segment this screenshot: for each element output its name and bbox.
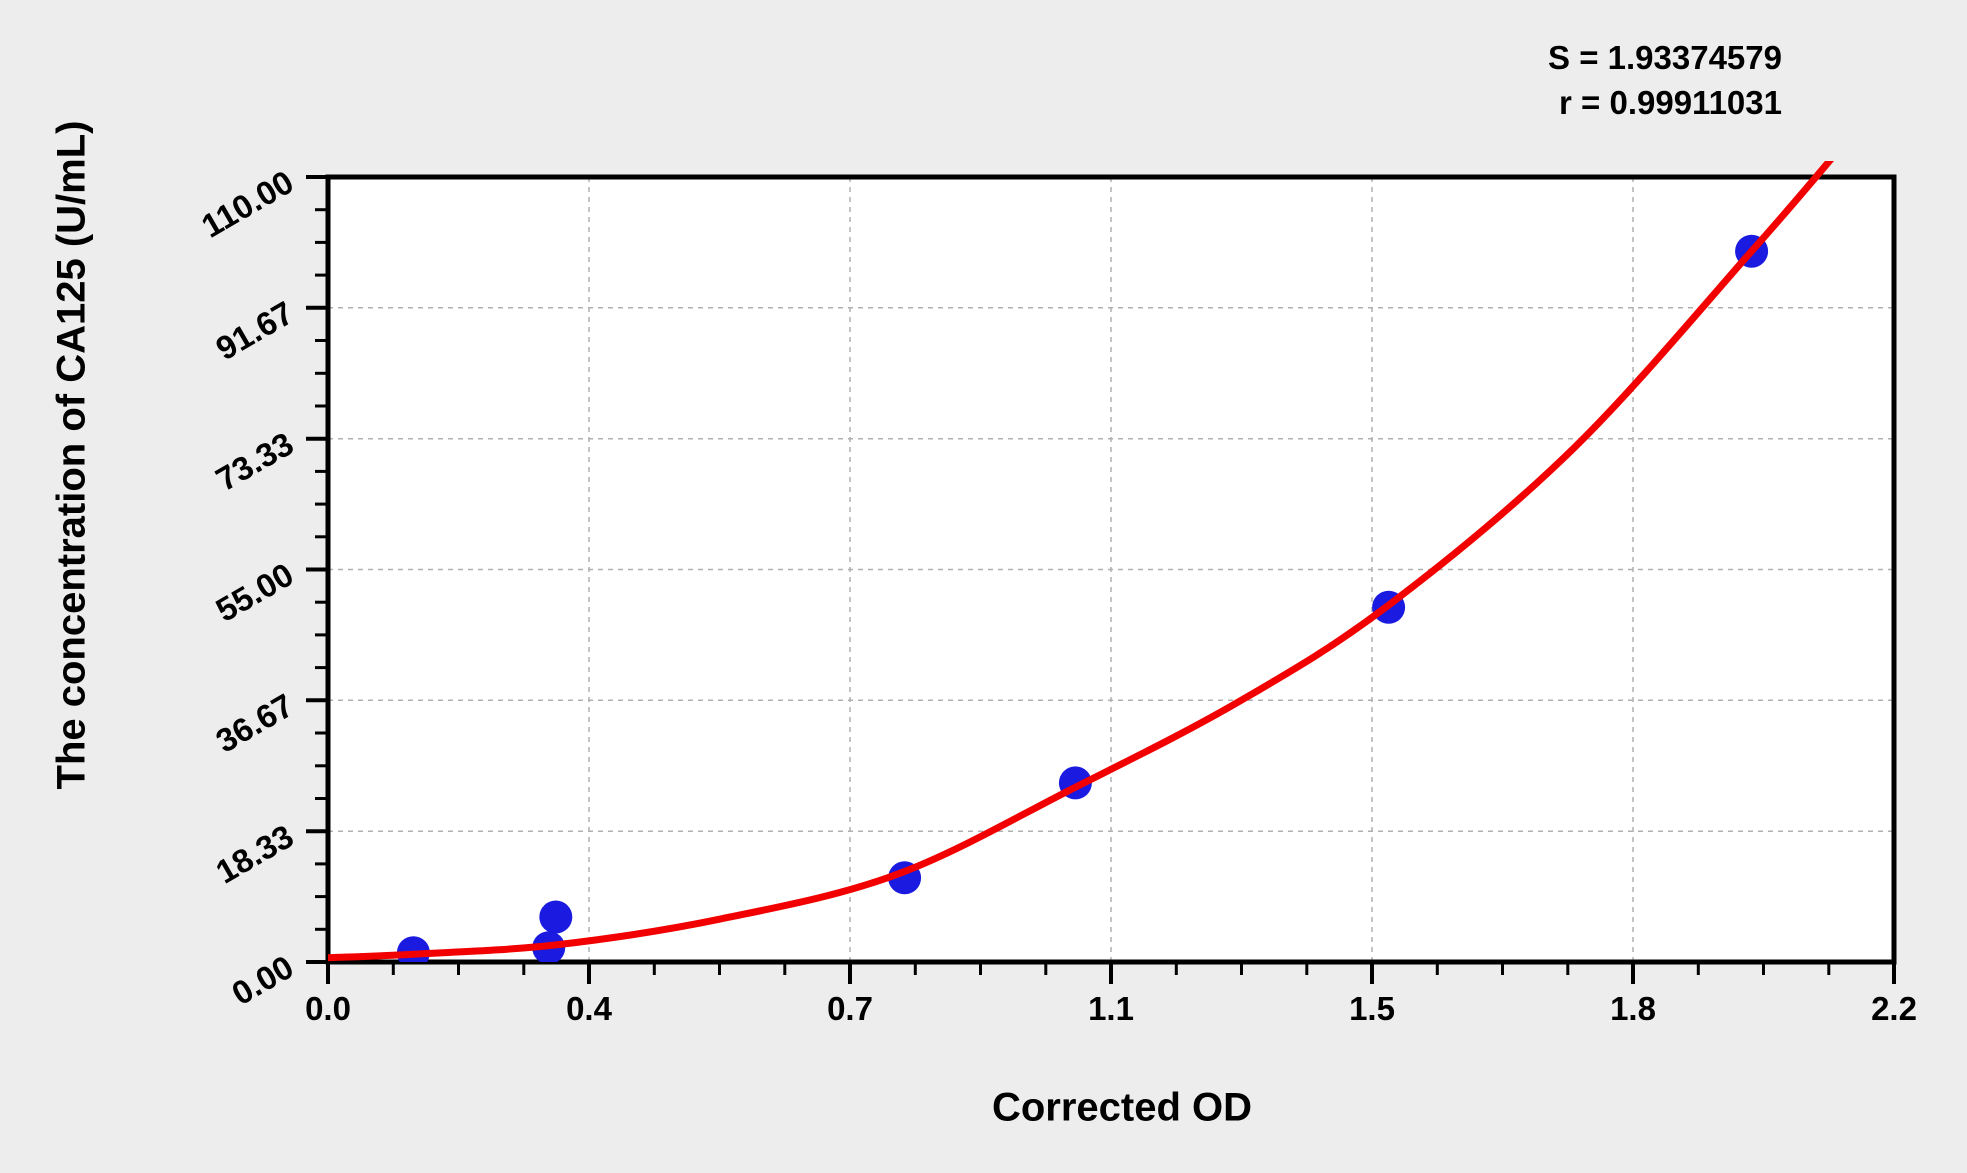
y-tick-label: 36.67 — [209, 686, 299, 759]
plot-border — [325, 174, 1897, 965]
x-tick-label: 0.0 — [305, 990, 351, 1027]
x-tick-label: 2.2 — [1871, 990, 1917, 1027]
x-tick-label: 0.7 — [827, 990, 873, 1027]
fit-curve — [328, 161, 1835, 962]
y-tick-label: 73.33 — [209, 425, 299, 498]
y-tick-label: 55.00 — [209, 556, 299, 629]
x-tick-label: 1.5 — [1349, 990, 1395, 1027]
x-tick-label: 1.1 — [1088, 990, 1134, 1027]
y-tick-label: 91.67 — [209, 294, 299, 367]
stat-s-value: S = 1.93374579 — [1548, 39, 1782, 76]
data-point — [539, 900, 573, 934]
fit-statistics: S = 1.93374579 r = 0.99911031 — [1548, 36, 1782, 126]
y-tick-label: 18.33 — [209, 817, 299, 890]
y-tick-label: 0.00 — [225, 948, 299, 1012]
x-axis-title: Corrected OD — [991, 1085, 1253, 1130]
y-tick-label: 110.00 — [195, 163, 299, 245]
x-tick-label: 1.8 — [1610, 990, 1656, 1027]
stat-r-value: r = 0.99911031 — [1559, 83, 1782, 121]
y-axis-title: The concentration of CA125 (U/mL) — [49, 120, 94, 790]
x-tick-label: 0.4 — [566, 990, 613, 1027]
